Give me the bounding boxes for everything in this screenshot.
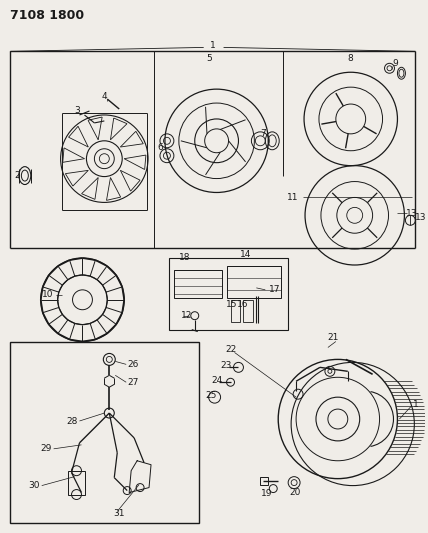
- Circle shape: [291, 362, 414, 486]
- Text: 30: 30: [28, 481, 40, 490]
- Text: 6: 6: [157, 143, 163, 152]
- Text: 15: 15: [226, 300, 237, 309]
- Text: 9: 9: [392, 59, 398, 68]
- Text: 28: 28: [66, 416, 77, 425]
- Bar: [10, 342, 199, 523]
- Text: 10: 10: [42, 290, 54, 300]
- Text: 13: 13: [406, 209, 417, 218]
- Text: 24: 24: [211, 376, 222, 385]
- Text: 1: 1: [413, 400, 418, 409]
- Text: 26: 26: [127, 360, 139, 369]
- Bar: [226, 266, 281, 298]
- Bar: [169, 258, 288, 329]
- Text: 20: 20: [289, 488, 301, 497]
- Text: 16: 16: [237, 300, 248, 309]
- Circle shape: [72, 290, 92, 310]
- Text: 18: 18: [179, 253, 190, 262]
- Text: 25: 25: [205, 391, 216, 400]
- Text: 13: 13: [415, 213, 427, 222]
- Text: 19: 19: [261, 489, 272, 498]
- Text: 3: 3: [74, 107, 80, 116]
- Text: 31: 31: [113, 509, 125, 518]
- Text: 22: 22: [225, 345, 236, 354]
- Bar: [68, 471, 86, 495]
- Text: 14: 14: [240, 249, 251, 259]
- Text: 21: 21: [327, 333, 339, 342]
- Text: 29: 29: [40, 445, 52, 454]
- Bar: [231, 300, 241, 321]
- Text: 8: 8: [347, 54, 353, 63]
- Text: 23: 23: [221, 361, 232, 370]
- Bar: [174, 270, 222, 298]
- Text: 4: 4: [101, 92, 107, 101]
- Text: 27: 27: [127, 378, 139, 387]
- Text: 2: 2: [14, 171, 20, 180]
- Text: 7108 1800: 7108 1800: [10, 9, 84, 22]
- Text: 17: 17: [268, 285, 280, 294]
- Text: 11: 11: [287, 193, 299, 202]
- Text: 7: 7: [260, 130, 266, 139]
- Text: 5: 5: [206, 54, 211, 63]
- Text: 12: 12: [181, 311, 193, 320]
- Bar: [244, 300, 253, 321]
- Bar: [260, 477, 268, 484]
- Text: 1: 1: [210, 41, 216, 50]
